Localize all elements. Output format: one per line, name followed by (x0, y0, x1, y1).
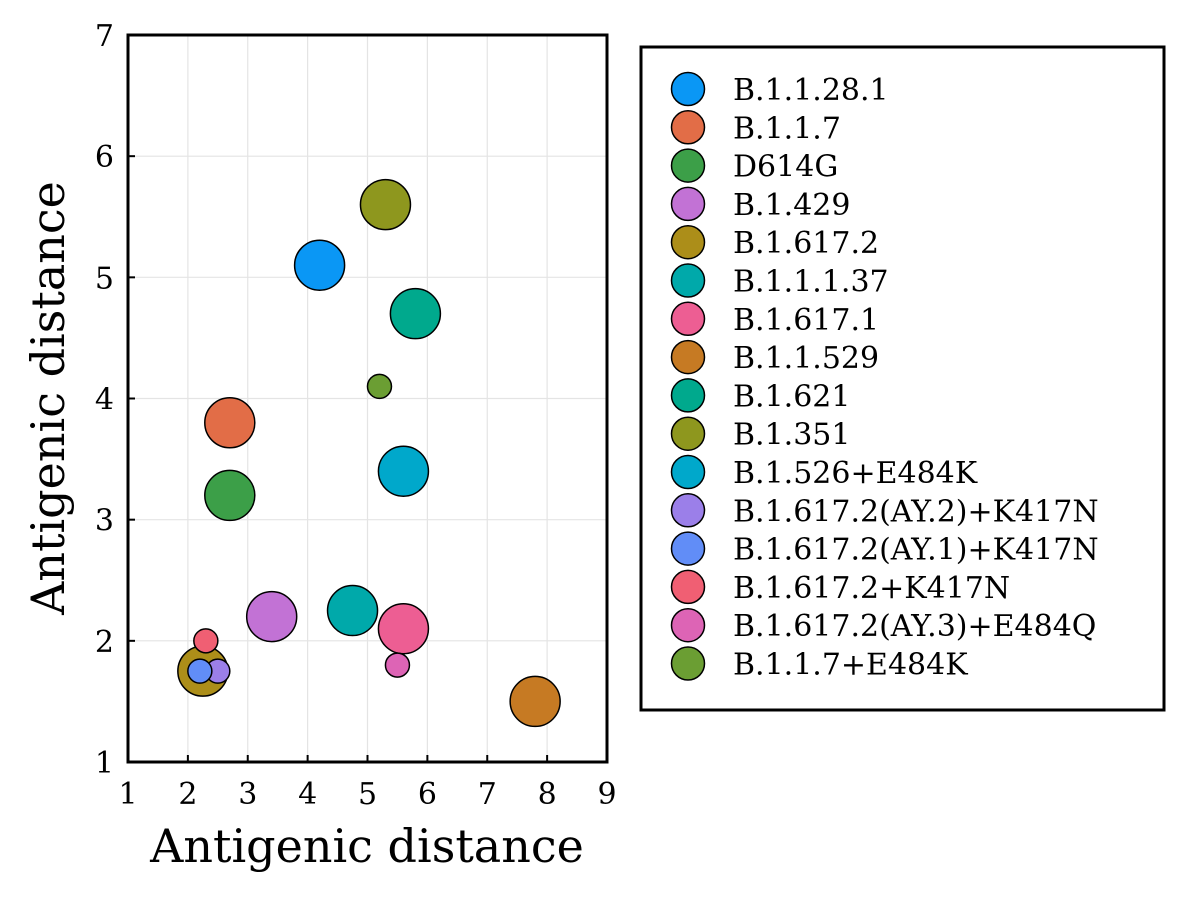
legend-swatch (670, 148, 706, 183)
legend-swatch (670, 71, 706, 107)
x-tick-label: 1 (118, 777, 137, 812)
legend-swatch (670, 607, 706, 643)
x-tick-label: 3 (238, 777, 257, 812)
legend-label: B.1.429 (733, 188, 850, 223)
legend-label: D614G (733, 150, 838, 185)
y-tick-label: 3 (95, 504, 114, 539)
legend-swatch (670, 454, 706, 490)
point-b-1-1-7 (204, 396, 256, 449)
legend-label: B.1.617.2(AY.3)+E484Q (733, 609, 1096, 644)
y-axis-title: Antigenic distance (21, 181, 75, 616)
y-tick-label: 1 (95, 746, 114, 781)
y-tick-label: 7 (95, 19, 114, 54)
point-b-1-621 (389, 287, 442, 340)
y-tick-label: 4 (95, 383, 114, 418)
legend-label: B.1.617.2+K417N (733, 571, 1010, 606)
legend-label: B.1.1.7 (733, 111, 841, 146)
legend-swatch (670, 339, 706, 375)
point-b-1-617-1 (377, 602, 430, 655)
point-b-1-617-2-ay-1-k417n (187, 658, 213, 684)
legend-label: B.1.617.2(AY.2)+K417N (733, 494, 1099, 529)
point-b-1-351 (359, 178, 412, 231)
legend-label: B.1.1.529 (733, 341, 879, 376)
x-tick-label: 5 (358, 777, 377, 812)
legend-label: B.1.621 (733, 379, 850, 414)
point-b-1-526-e484k (377, 445, 430, 497)
point-b-1-429 (245, 590, 298, 643)
legend-swatch (670, 224, 706, 260)
legend-swatch (670, 646, 706, 681)
legend-swatch (670, 186, 706, 222)
point-d614g (204, 469, 256, 522)
x-tick-label: 2 (178, 777, 197, 812)
legend-swatch (670, 301, 706, 337)
x-tick-label: 8 (538, 777, 557, 812)
point-b-1-617-2-k417n (193, 628, 219, 654)
legend-swatch (670, 263, 706, 298)
x-tick-label: 4 (298, 777, 317, 812)
legend-swatch (670, 416, 706, 451)
legend-label: B.1.351 (733, 418, 850, 453)
x-tick-label: 9 (597, 777, 616, 812)
axis-ticks: 1 2 3 4 5 6 7 8 9 1 2 3 4 5 6 7 (95, 19, 617, 812)
legend-frame (639, 45, 1166, 712)
x-tick-label: 6 (418, 777, 437, 812)
legend-label: B.1.617.2 (733, 226, 879, 261)
x-tick-label: 7 (478, 777, 497, 812)
y-tick-label: 5 (95, 261, 114, 296)
point-b-1-1-28-1 (293, 239, 346, 291)
legend-label: B.1.1.7+E484K (733, 648, 968, 683)
data-points (177, 178, 561, 728)
legend-label: B.1.526+E484K (733, 456, 978, 491)
legend-label: B.1.1.1.37 (733, 265, 889, 300)
legend-swatch (670, 531, 706, 566)
legend-label: B.1.617.2(AY.1)+K417N (733, 533, 1099, 568)
point-b-1-1-529 (509, 675, 561, 728)
x-axis-title: Antigenic distance (149, 819, 584, 873)
legend-label: B.1.617.1 (733, 303, 879, 338)
y-tick-label: 2 (95, 625, 114, 660)
y-tick-label: 6 (95, 140, 114, 175)
legend-swatch (670, 378, 706, 413)
legend-label: B.1.1.28.1 (733, 73, 889, 108)
legend-swatch (670, 493, 706, 528)
point-b-1-1-1-37 (326, 584, 379, 637)
point-b-1-1-7-e484k (366, 373, 393, 400)
legend-swatch (670, 110, 706, 145)
point-b-1-617-2-ay-3-e484q (384, 652, 411, 678)
legend-swatch (670, 569, 706, 605)
